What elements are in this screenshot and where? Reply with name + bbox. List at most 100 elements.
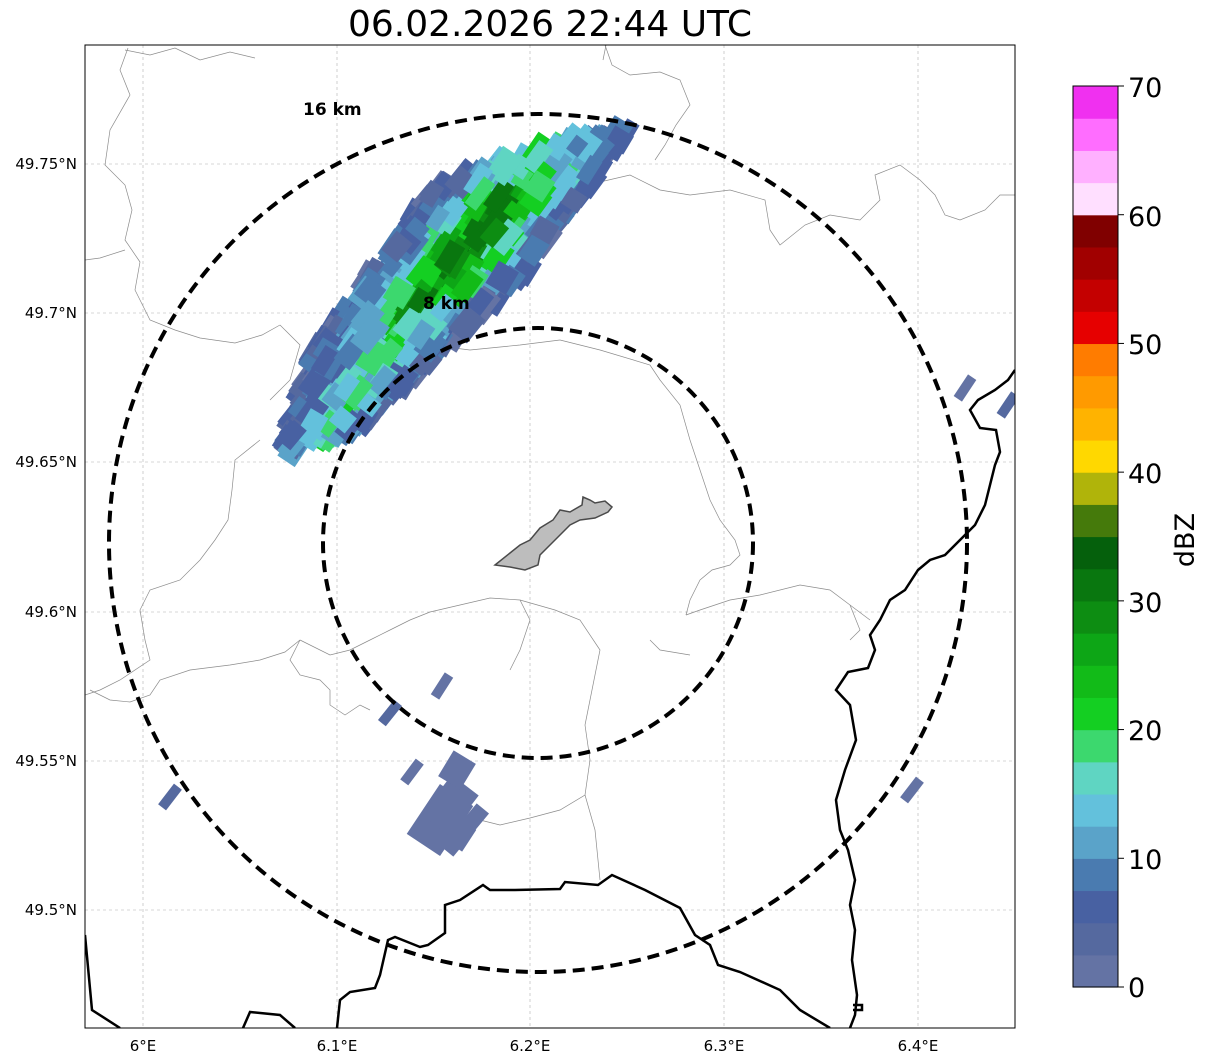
radar-pixel <box>405 255 436 288</box>
radar-pixel <box>287 396 311 421</box>
colorbar-bin <box>1073 858 1118 892</box>
radar-pixel <box>333 372 361 402</box>
radar-pixel <box>413 327 448 363</box>
radar-site-shape <box>493 495 614 571</box>
radar-pixel <box>328 405 357 434</box>
colorbar-bin <box>1073 761 1118 795</box>
radar-pixel <box>421 774 479 836</box>
radar-pixel <box>350 299 385 335</box>
radar-pixel <box>576 154 603 185</box>
radar-pixel <box>404 216 430 242</box>
lon-tick-label: 6.4°E <box>898 1037 939 1055</box>
plot-frame <box>84 44 1016 1029</box>
radar-pixel <box>996 391 1015 419</box>
colorbar-bin <box>1073 246 1118 280</box>
radar-pixel <box>425 204 450 232</box>
radar-pixel <box>453 824 477 852</box>
colorbar-label: dBZ <box>1170 513 1201 567</box>
colorbar-bin <box>1073 439 1118 473</box>
radar-pixel <box>158 783 182 811</box>
radar-pixel <box>485 260 519 295</box>
colorbar-tick-label: 20 <box>1128 716 1162 747</box>
lon-tick-label: 6.3°E <box>704 1037 745 1055</box>
lat-tick-labels: 49.75°N 49.7°N 49.65°N 49.6°N 49.55°N 49… <box>15 155 77 919</box>
colorbar-bin <box>1073 600 1118 634</box>
radar-pixel <box>483 177 515 214</box>
colorbar-tick-label: 60 <box>1128 202 1162 233</box>
radar-pixel <box>450 268 484 304</box>
radar-pixel <box>355 337 392 377</box>
radar-pixel <box>517 232 551 267</box>
lon-tick-label: 6°E <box>130 1037 157 1055</box>
radar-pixel <box>353 275 387 308</box>
colorbar <box>1073 85 1124 988</box>
radar-pixel <box>381 230 413 263</box>
radar-pixel <box>406 286 431 314</box>
lat-tick-label: 49.65°N <box>15 453 77 471</box>
colorbar-bin <box>1073 793 1118 827</box>
colorbar-bin <box>1073 890 1118 924</box>
radar-pixel <box>392 305 428 343</box>
range-ring-8km <box>321 326 755 760</box>
radar-pixel <box>430 672 454 700</box>
radar-pixel <box>529 215 560 245</box>
radar-pixel <box>488 218 524 257</box>
radar-pixel <box>293 408 329 448</box>
radar-pixel <box>406 319 436 350</box>
commune-boundaries <box>85 45 1015 881</box>
colorbar-bin <box>1073 922 1118 956</box>
radar-pixel <box>429 293 457 323</box>
colorbar-bin <box>1073 954 1118 988</box>
radar-pixel <box>334 303 366 340</box>
range-ring-label-8km: 8 km <box>423 294 470 314</box>
colorbar-bin <box>1073 86 1118 119</box>
radar-pixel <box>566 134 589 158</box>
radar-pixel <box>464 176 496 211</box>
radar-pixel <box>386 364 419 400</box>
colorbar-bin <box>1073 729 1118 763</box>
radar-pixel <box>418 179 445 208</box>
colorbar-bin <box>1073 118 1118 151</box>
colorbar-bin <box>1073 568 1118 602</box>
map-title: 06.02.2026 22:44 UTC <box>347 4 753 45</box>
radar-pixel <box>415 308 448 341</box>
radar-echoes <box>158 115 1015 857</box>
radar-pixel <box>400 758 424 786</box>
radar-pixel <box>382 275 417 310</box>
colorbar-bin <box>1073 311 1118 345</box>
colorbar-tick-label: 0 <box>1128 973 1145 1004</box>
radar-pixel <box>550 163 581 195</box>
radar-pixel <box>349 314 389 355</box>
colorbar-bin <box>1073 504 1118 538</box>
radar-pixel <box>434 239 466 275</box>
radar-pixel <box>377 699 403 727</box>
colorbar-tick-label: 40 <box>1128 459 1162 490</box>
lon-tick-label: 6.2°E <box>510 1037 551 1055</box>
range-ring-label-16km: 16 km <box>303 100 362 120</box>
lat-tick-label: 49.55°N <box>15 752 77 770</box>
colorbar-bin <box>1073 536 1118 570</box>
radar-pixel <box>438 750 476 790</box>
colorbar-frame <box>1072 85 1119 988</box>
colorbar-ticks: 70 60 50 40 30 20 10 0 <box>1128 73 1162 1004</box>
colorbar-tick-label: 70 <box>1128 73 1162 104</box>
radar-pixel <box>523 170 556 203</box>
radar-pixel <box>444 165 479 200</box>
lon-tick-labels: 6°E 6.1°E 6.2°E 6.3°E 6.4°E <box>130 1037 939 1055</box>
colorbar-bin <box>1073 214 1118 248</box>
range-ring-16km <box>107 112 969 974</box>
radar-pixel <box>485 146 523 187</box>
colorbar-tick-label: 10 <box>1128 845 1162 876</box>
lon-tick-label: 6.1°E <box>317 1037 358 1055</box>
colorbar-bin <box>1073 665 1118 698</box>
colorbar-bin <box>1073 472 1118 505</box>
radar-pixel <box>340 374 374 410</box>
lat-tick-label: 49.6°N <box>25 603 77 621</box>
colorbar-bin <box>1073 375 1118 409</box>
radar-pixel <box>277 419 307 451</box>
radar-pixel <box>560 186 588 214</box>
radar-pixel <box>448 305 486 344</box>
colorbar-bin <box>1073 343 1118 377</box>
radar-pixel <box>953 374 977 402</box>
